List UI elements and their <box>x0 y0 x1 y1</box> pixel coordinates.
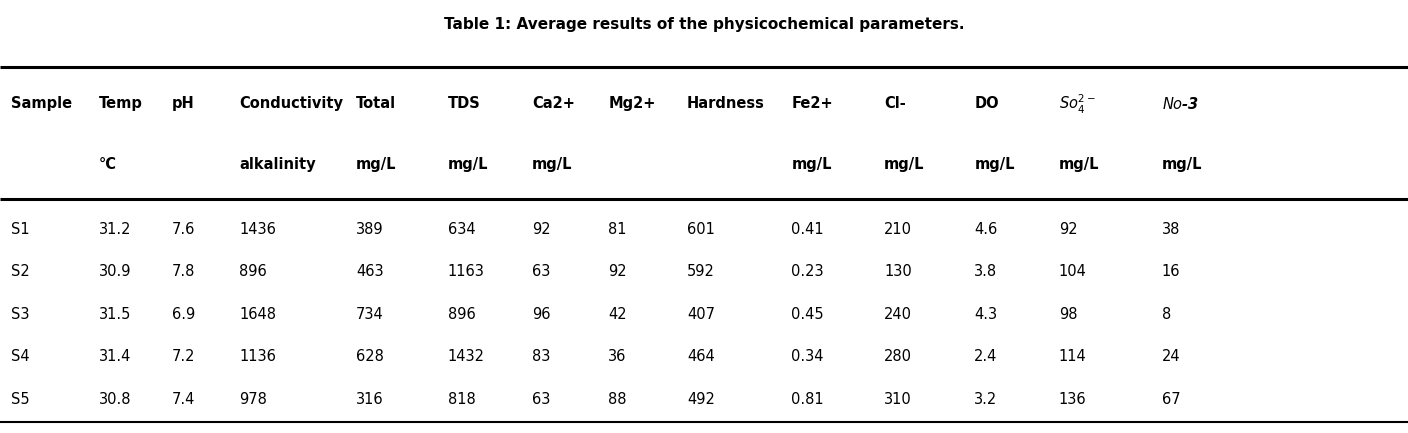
Text: 24: 24 <box>1162 349 1180 364</box>
Text: 210: 210 <box>884 222 912 237</box>
Text: mg/L: mg/L <box>791 157 832 172</box>
Text: DO: DO <box>974 97 998 111</box>
Text: S2: S2 <box>11 265 30 279</box>
Text: 92: 92 <box>532 222 551 237</box>
Text: Fe2+: Fe2+ <box>791 97 834 111</box>
Text: 0.81: 0.81 <box>791 392 824 407</box>
Text: mg/L: mg/L <box>974 157 1015 172</box>
Text: Cl-: Cl- <box>884 97 905 111</box>
Text: 36: 36 <box>608 349 627 364</box>
Text: 389: 389 <box>356 222 384 237</box>
Text: 978: 978 <box>239 392 268 407</box>
Text: 2.4: 2.4 <box>974 349 998 364</box>
Text: 98: 98 <box>1059 307 1077 322</box>
Text: 734: 734 <box>356 307 384 322</box>
Text: 1432: 1432 <box>448 349 484 364</box>
Text: Temp: Temp <box>99 97 142 111</box>
Text: 6.9: 6.9 <box>172 307 196 322</box>
Text: 4.6: 4.6 <box>974 222 998 237</box>
Text: 0.41: 0.41 <box>791 222 824 237</box>
Text: 30.9: 30.9 <box>99 265 131 279</box>
Text: 280: 280 <box>884 349 912 364</box>
Text: 63: 63 <box>532 265 551 279</box>
Text: 1163: 1163 <box>448 265 484 279</box>
Text: 240: 240 <box>884 307 912 322</box>
Text: $\mathit{No}$-3: $\mathit{No}$-3 <box>1162 96 1198 112</box>
Text: pH: pH <box>172 97 194 111</box>
Text: 92: 92 <box>608 265 627 279</box>
Text: 81: 81 <box>608 222 627 237</box>
Text: 16: 16 <box>1162 265 1180 279</box>
Text: 463: 463 <box>356 265 384 279</box>
Text: 31.4: 31.4 <box>99 349 131 364</box>
Text: mg/L: mg/L <box>448 157 489 172</box>
Text: mg/L: mg/L <box>356 157 397 172</box>
Text: 0.23: 0.23 <box>791 265 824 279</box>
Text: Sample: Sample <box>11 97 72 111</box>
Text: 114: 114 <box>1059 349 1087 364</box>
Text: 83: 83 <box>532 349 551 364</box>
Text: Total: Total <box>356 97 396 111</box>
Text: 896: 896 <box>239 265 268 279</box>
Text: 1436: 1436 <box>239 222 276 237</box>
Text: mg/L: mg/L <box>1059 157 1100 172</box>
Text: Table 1: Average results of the physicochemical parameters.: Table 1: Average results of the physicoc… <box>444 17 964 32</box>
Text: Ca2+: Ca2+ <box>532 97 574 111</box>
Text: mg/L: mg/L <box>884 157 925 172</box>
Text: alkalinity: alkalinity <box>239 157 315 172</box>
Text: 30.8: 30.8 <box>99 392 131 407</box>
Text: S5: S5 <box>11 392 30 407</box>
Text: 592: 592 <box>687 265 715 279</box>
Text: 104: 104 <box>1059 265 1087 279</box>
Text: mg/L: mg/L <box>532 157 573 172</box>
Text: Mg2+: Mg2+ <box>608 97 656 111</box>
Text: Hardness: Hardness <box>687 97 765 111</box>
Text: 136: 136 <box>1059 392 1087 407</box>
Text: Conductivity: Conductivity <box>239 97 344 111</box>
Text: 3.8: 3.8 <box>974 265 997 279</box>
Text: 1648: 1648 <box>239 307 276 322</box>
Text: 67: 67 <box>1162 392 1180 407</box>
Text: 628: 628 <box>356 349 384 364</box>
Text: S4: S4 <box>11 349 30 364</box>
Text: 38: 38 <box>1162 222 1180 237</box>
Text: S1: S1 <box>11 222 30 237</box>
Text: 42: 42 <box>608 307 627 322</box>
Text: 464: 464 <box>687 349 715 364</box>
Text: 407: 407 <box>687 307 715 322</box>
Text: 130: 130 <box>884 265 912 279</box>
Text: 1136: 1136 <box>239 349 276 364</box>
Text: mg/L: mg/L <box>1162 157 1202 172</box>
Text: TDS: TDS <box>448 97 480 111</box>
Text: $So_4^{2-}$: $So_4^{2-}$ <box>1059 92 1095 116</box>
Text: 818: 818 <box>448 392 476 407</box>
Text: 601: 601 <box>687 222 715 237</box>
Text: 31.5: 31.5 <box>99 307 131 322</box>
Text: 3.2: 3.2 <box>974 392 998 407</box>
Text: 310: 310 <box>884 392 912 407</box>
Text: 96: 96 <box>532 307 551 322</box>
Text: 492: 492 <box>687 392 715 407</box>
Text: 0.45: 0.45 <box>791 307 824 322</box>
Text: 7.8: 7.8 <box>172 265 196 279</box>
Text: 896: 896 <box>448 307 476 322</box>
Text: 92: 92 <box>1059 222 1077 237</box>
Text: S3: S3 <box>11 307 30 322</box>
Text: 8: 8 <box>1162 307 1171 322</box>
Text: 31.2: 31.2 <box>99 222 131 237</box>
Text: 63: 63 <box>532 392 551 407</box>
Text: 7.2: 7.2 <box>172 349 196 364</box>
Text: 88: 88 <box>608 392 627 407</box>
Text: 7.6: 7.6 <box>172 222 196 237</box>
Text: °C: °C <box>99 157 117 172</box>
Text: 7.4: 7.4 <box>172 392 196 407</box>
Text: 0.34: 0.34 <box>791 349 824 364</box>
Text: 316: 316 <box>356 392 384 407</box>
Text: 634: 634 <box>448 222 476 237</box>
Text: 4.3: 4.3 <box>974 307 997 322</box>
